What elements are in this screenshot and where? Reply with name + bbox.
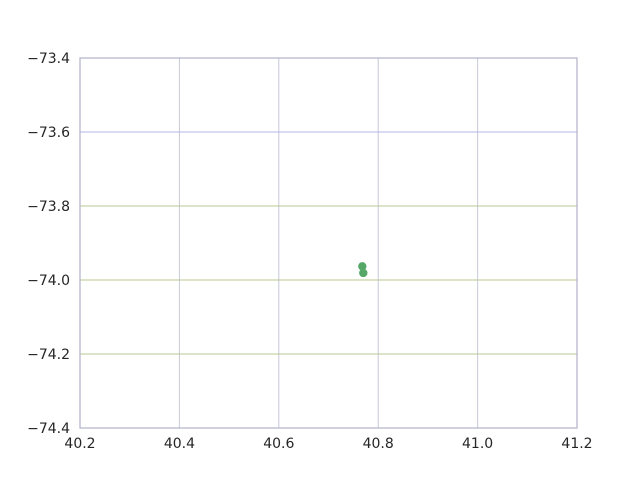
y-tick-label: −73.8 xyxy=(27,199,70,215)
y-axis-ticks: −74.4 −74.2 −74.0 −73.8 −73.6 −73.4 xyxy=(27,51,70,437)
x-tick-label: 40.2 xyxy=(64,436,95,452)
y-tick-label: −74.2 xyxy=(27,347,70,363)
y-tick-label: −73.6 xyxy=(27,125,70,141)
x-tick-label: 40.6 xyxy=(263,436,294,452)
x-tick-label: 41.2 xyxy=(561,436,592,452)
plot-background xyxy=(80,58,577,428)
x-tick-label: 41.0 xyxy=(462,436,493,452)
x-tick-label: 40.8 xyxy=(363,436,394,452)
data-point xyxy=(359,268,368,278)
data-points xyxy=(358,262,368,278)
y-tick-label: −74.4 xyxy=(27,421,70,437)
y-tick-label: −73.4 xyxy=(27,51,70,67)
data-point xyxy=(358,262,367,271)
x-tick-label: 40.4 xyxy=(164,436,195,452)
x-axis-ticks: 40.2 40.4 40.6 40.8 41.0 41.2 xyxy=(64,436,592,452)
axes-frame xyxy=(79,57,578,429)
y-tick-label: −74.0 xyxy=(27,273,70,289)
